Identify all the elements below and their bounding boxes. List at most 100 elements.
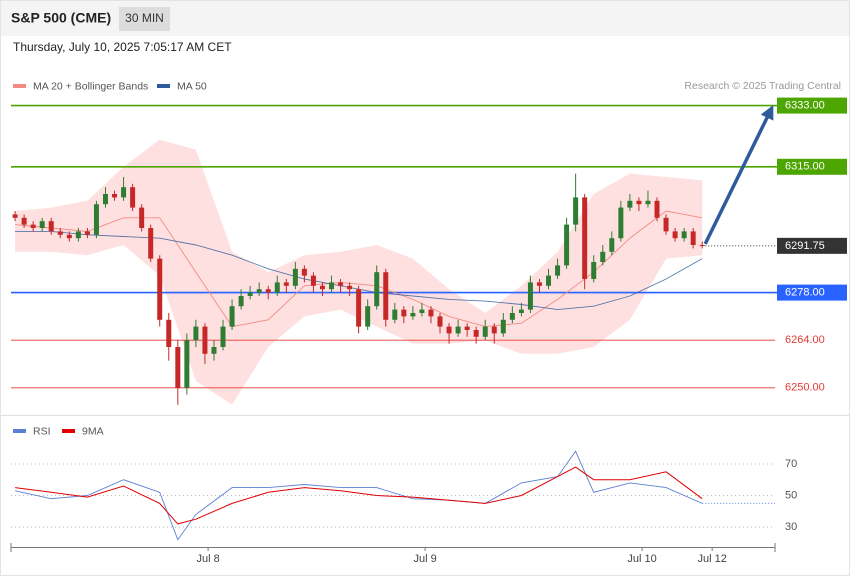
level-label: 6315.00 [785,161,825,173]
candle-body [681,231,687,239]
candle-body [75,231,81,239]
candle-body [410,313,416,317]
credit: Research © 2025 Trading Central [684,80,841,92]
forecast-arrow [703,105,774,245]
candle-body [319,285,325,290]
candle-body [699,245,705,246]
candle-body [93,204,99,235]
last-price-label: 6291.75 [785,240,825,252]
candle-body [148,228,154,259]
candle-body [139,207,145,228]
candle-body [112,194,118,198]
candle-body [591,262,597,279]
candle-body [374,272,380,307]
candle-body [555,265,561,276]
candle-body [518,309,524,313]
candle-body [473,330,479,337]
candle-body [329,282,335,290]
candle-body [428,309,434,317]
candle-body [211,347,217,354]
candle-body [636,200,642,205]
interval-box [119,7,170,31]
candle-body [690,231,696,245]
candle-body [627,200,633,208]
candle-body [166,319,172,347]
candle-body [365,306,371,327]
level-label: 6333.00 [785,100,825,112]
legend-label: RSI [33,425,51,437]
y-tick-label: 30 [785,521,797,533]
candle-body [157,258,163,320]
candle-body [102,194,108,205]
level-box [777,284,847,301]
legend-swatch [157,84,170,88]
candle-body [500,319,506,334]
candle-body [491,326,497,334]
candle-body [30,224,36,228]
candle-body [573,197,579,225]
candle-body [446,326,452,334]
candle-body [392,309,398,320]
candle-body [383,272,389,320]
candle-body [66,234,72,239]
legend-label: MA 20 + Bollinger Bands [33,80,148,92]
candle-body [663,217,669,232]
candle-body [229,306,235,327]
candle-body [130,187,136,208]
last-price-box [777,237,847,254]
candle-body [609,238,615,252]
x-tick-label: Jul 9 [413,553,436,565]
candle-body [645,200,651,205]
candle-body [536,282,542,286]
candle-body [193,326,199,341]
legend-label: MA 50 [177,80,207,92]
candle-body [175,347,181,388]
ma20-line [15,210,703,328]
candle-body [464,326,470,330]
candle-body [220,326,226,347]
level-label: 6264.00 [785,334,825,346]
rsi-line [15,466,703,525]
candle-body [84,231,90,235]
candle-body [48,221,54,232]
legend-swatch [13,84,26,88]
candle-body [672,231,678,239]
candle-body [437,316,443,327]
candle-body [419,309,425,313]
candle-body [356,289,362,327]
candle-body [600,251,606,262]
timestamp: Thursday, July 10, 2025 7:05:17 AM CET [13,40,232,54]
level-label: 6278.00 [785,287,825,299]
legend-swatch [62,429,75,433]
candle-body [509,313,515,320]
x-tick-label: Jul 10 [627,553,656,565]
candle-body [274,282,280,293]
candle-body [238,296,244,307]
y-tick-label: 50 [785,489,797,501]
candle-body [202,326,208,354]
legend-swatch [13,429,26,433]
candle-body [301,268,307,276]
candle-body [292,268,298,286]
legend-label: 9MA [82,425,104,437]
candle-body [57,231,63,235]
candle-body [247,292,253,296]
x-tick-label: Jul 12 [697,553,726,565]
candle-body [618,207,624,239]
candle-body [546,275,552,286]
candle-body [39,221,45,228]
level-box [777,97,847,114]
candle-body [310,275,316,286]
candle-body [401,309,407,317]
y-tick-label: 70 [785,458,797,470]
candle-body [21,217,27,225]
candle-body [121,187,127,198]
level-box [777,158,847,175]
x-tick-label: Jul 8 [196,553,219,565]
candle-body [12,214,18,218]
candle-body [338,282,344,286]
candle-body [455,326,461,334]
candle-body [347,285,353,290]
